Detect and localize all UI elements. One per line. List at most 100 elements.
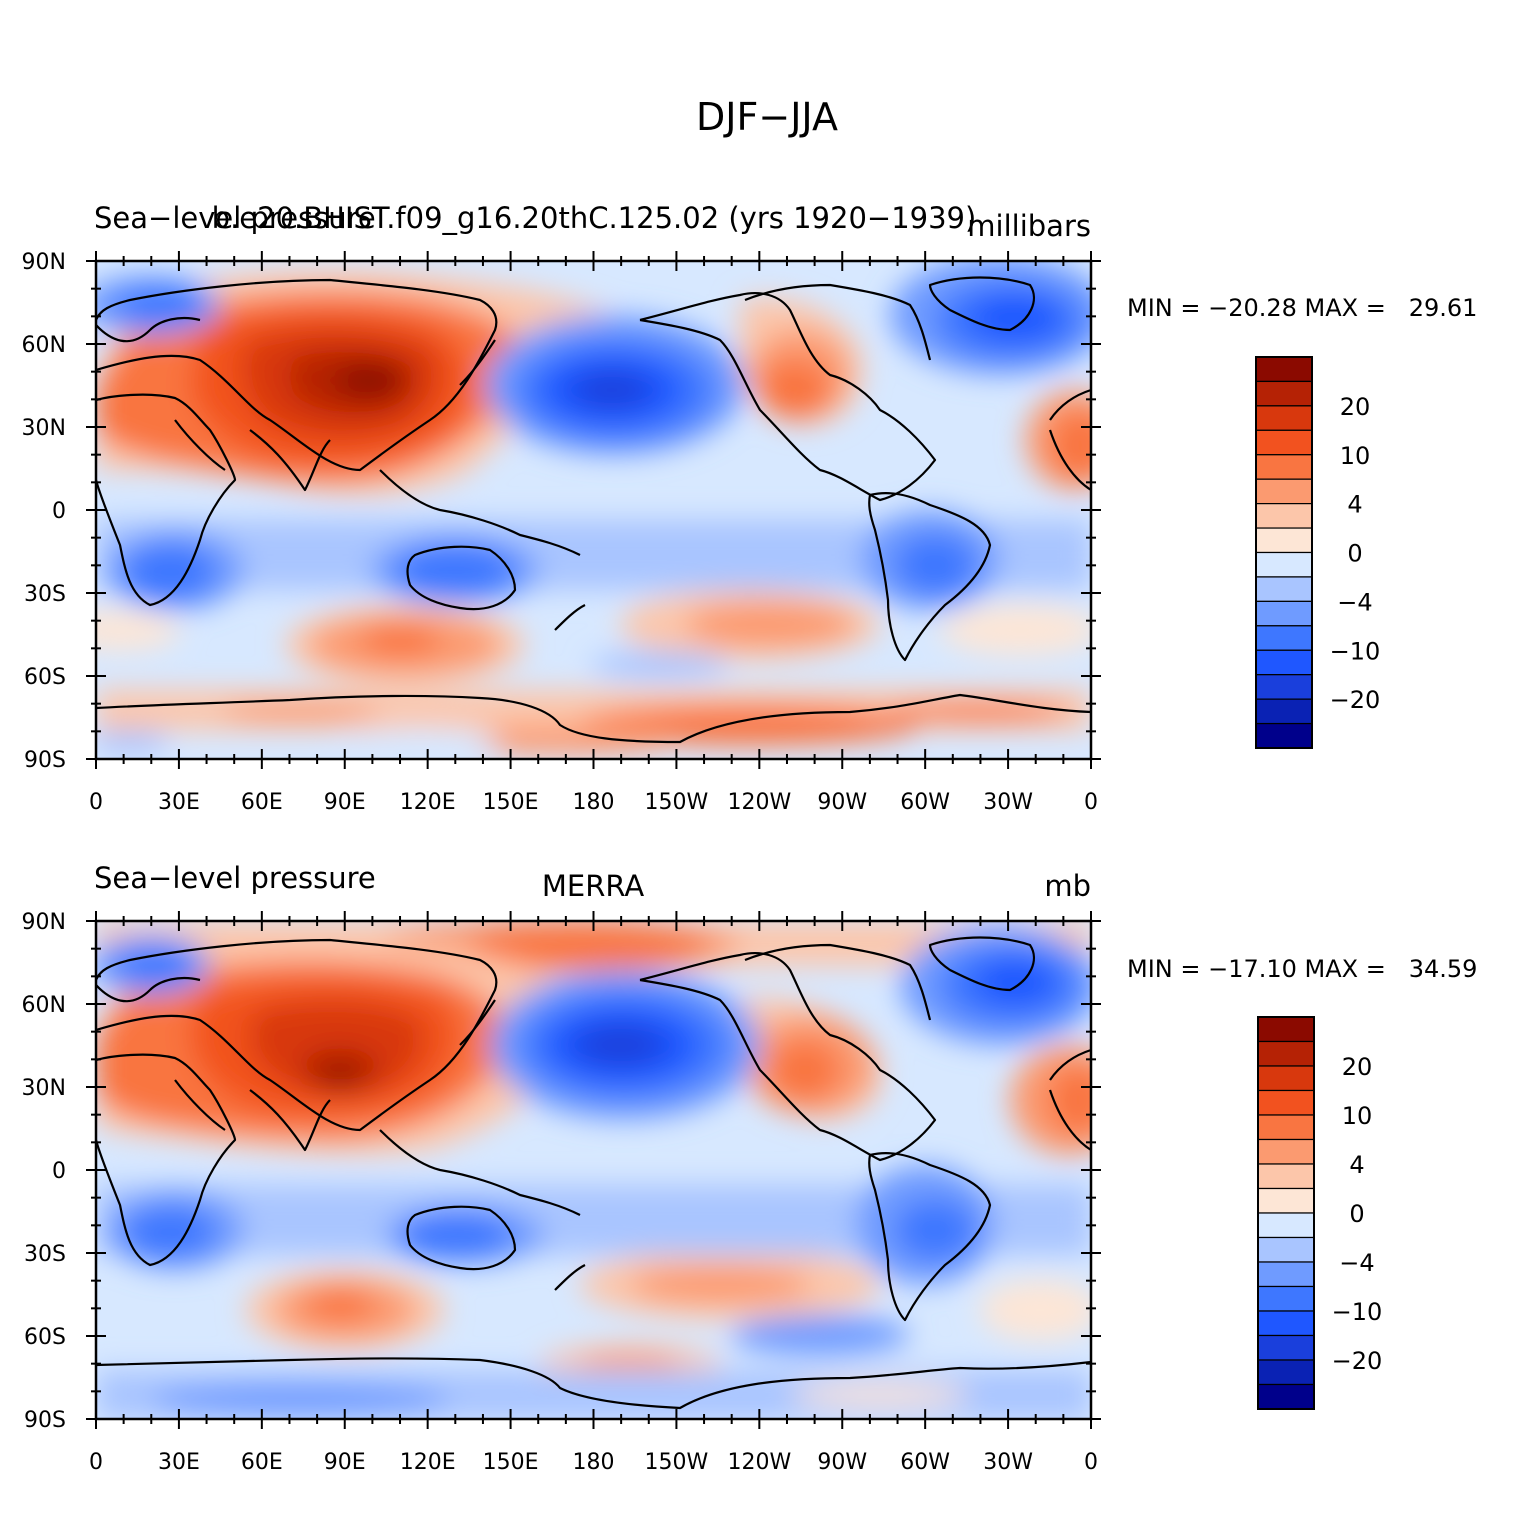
- colorbar-label: −10: [1330, 637, 1381, 665]
- colorbar-label: 10: [1340, 442, 1371, 470]
- bottom-map: [96, 921, 1091, 1419]
- lat-label: 30N: [22, 1076, 66, 1101]
- top-colorbar: 20 10 4 0 −4 −10 −20: [1255, 356, 1381, 749]
- colorbar-label: 0: [1347, 540, 1362, 568]
- top-lon-labels: 0 30E 60E 90E 120E 150E 180 150W 120W 90W 60W 30W 0: [89, 790, 1098, 815]
- top-panel: Sea−level pressure b.e20.BHIST.f09_g16.2…: [22, 201, 1478, 815]
- colorbar-label: 4: [1349, 1151, 1364, 1179]
- lon-label: 0: [89, 1450, 103, 1475]
- colorbar-box: [1255, 674, 1313, 700]
- lon-label: 150E: [483, 1450, 539, 1475]
- colorbar-frame: [1255, 356, 1313, 749]
- colorbar-box: [1255, 576, 1313, 602]
- colorbar-label: −4: [1339, 1249, 1374, 1277]
- lon-label: 120W: [727, 1450, 791, 1475]
- lat-label: 0: [52, 1159, 66, 1184]
- colorbar-box: [1257, 1114, 1315, 1141]
- lon-label: 120E: [400, 1450, 456, 1475]
- bottom-left-title: Sea−level pressure: [94, 861, 376, 895]
- colorbar-box: [1257, 1261, 1315, 1288]
- top-min-max: MIN = −20.28 MAX = 29.61: [1127, 294, 1477, 322]
- colorbar-box: [1255, 722, 1313, 749]
- lat-label: 60N: [22, 333, 66, 358]
- colorbar-box: [1255, 503, 1313, 529]
- lon-label: 90E: [324, 1450, 366, 1475]
- colorbar-box: [1257, 1383, 1315, 1410]
- colorbar-box: [1257, 1138, 1315, 1165]
- colorbar-box: [1257, 1236, 1315, 1263]
- lat-label: 30N: [22, 416, 66, 441]
- colorbar-box: [1257, 1285, 1315, 1312]
- lon-label: 30W: [983, 1450, 1033, 1475]
- colorbar-frame: [1257, 1016, 1315, 1410]
- lat-label: 30S: [24, 582, 66, 607]
- colorbar-box: [1255, 454, 1313, 480]
- colorbar-box: [1255, 649, 1313, 676]
- lon-label: 60W: [900, 790, 950, 815]
- colorbar-box: [1257, 1163, 1315, 1190]
- bottom-coastlines: [96, 936, 1091, 1410]
- colorbar-label: −20: [1332, 1347, 1383, 1375]
- top-map: [96, 261, 1091, 759]
- colorbar-box: [1255, 380, 1313, 407]
- colorbar-box: [1255, 527, 1313, 554]
- lon-label: 180: [573, 790, 615, 815]
- lon-label: 120E: [400, 790, 456, 815]
- lat-label: 30S: [24, 1242, 66, 1267]
- lon-label: 90W: [817, 1450, 867, 1475]
- lon-label: 0: [1084, 790, 1098, 815]
- figure-title: DJF−JJA: [696, 95, 838, 139]
- colorbar-box: [1257, 1359, 1315, 1386]
- lon-label: 0: [1084, 1450, 1098, 1475]
- lon-label: 60E: [241, 790, 283, 815]
- bottom-panel: Sea−level pressure MERRA mb: [22, 861, 1478, 1475]
- lat-label: 90S: [24, 748, 66, 773]
- lon-label: 60E: [241, 1450, 283, 1475]
- bottom-lat-labels: 90N 60N 30N 0 30S 60S 90S: [22, 910, 66, 1433]
- top-lat-labels: 90N 60N 30N 0 30S 60S 90S: [22, 250, 66, 773]
- bottom-colorbar: 20 10 4 0 −4 −10 −20: [1257, 1016, 1383, 1410]
- colorbar-box: [1257, 1065, 1315, 1092]
- lon-label: 30W: [983, 790, 1033, 815]
- lat-label: 60S: [24, 1325, 66, 1350]
- lat-label: 90N: [22, 910, 66, 935]
- lon-label: 120W: [727, 790, 791, 815]
- colorbar-box: [1255, 405, 1313, 431]
- colorbar-box: [1255, 625, 1313, 651]
- top-left-title: Sea−level pressure: [94, 201, 376, 235]
- lon-label: 60W: [900, 1450, 950, 1475]
- top-right-title: millibars: [967, 209, 1091, 243]
- colorbar-box: [1257, 1310, 1315, 1337]
- colorbar-box: [1257, 1187, 1315, 1214]
- top-center-title: b.e20.BHIST.f09_g16.20thC.125.02 (yrs 19…: [212, 201, 977, 235]
- colorbar-box: [1255, 600, 1313, 627]
- colorbar-box: [1257, 1089, 1315, 1116]
- colorbar-label: −20: [1330, 686, 1381, 714]
- bottom-lon-labels: 0 30E 60E 90E 120E 150E 180 150W 120W 90W 60W 30W 0: [89, 1450, 1098, 1475]
- lat-label: 90S: [24, 1408, 66, 1433]
- lat-label: 90N: [22, 250, 66, 275]
- colorbar-box: [1255, 429, 1313, 456]
- colorbar-label: 0: [1349, 1200, 1364, 1228]
- lon-label: 30E: [158, 790, 200, 815]
- colorbar-label: 4: [1347, 491, 1362, 519]
- lon-label: 180: [573, 1450, 615, 1475]
- colorbar-box: [1257, 1040, 1315, 1067]
- lat-label: 0: [52, 499, 66, 524]
- lon-label: 0: [89, 790, 103, 815]
- bottom-center-title: MERRA: [542, 869, 644, 903]
- colorbar-box: [1257, 1016, 1315, 1043]
- colorbar-box: [1257, 1212, 1315, 1239]
- lat-label: 60S: [24, 665, 66, 690]
- colorbar-box: [1255, 698, 1313, 725]
- top-axis-ticks: [86, 251, 1101, 769]
- lon-label: 150W: [645, 790, 709, 815]
- lon-label: 150E: [483, 790, 539, 815]
- bottom-axis-ticks: [86, 911, 1101, 1429]
- colorbar-box: [1255, 551, 1313, 578]
- colorbar-box: [1255, 356, 1313, 383]
- colorbar-label: 20: [1340, 393, 1371, 421]
- bottom-min-max: MIN = −17.10 MAX = 34.59: [1127, 955, 1477, 983]
- colorbar-label: −10: [1332, 1298, 1383, 1326]
